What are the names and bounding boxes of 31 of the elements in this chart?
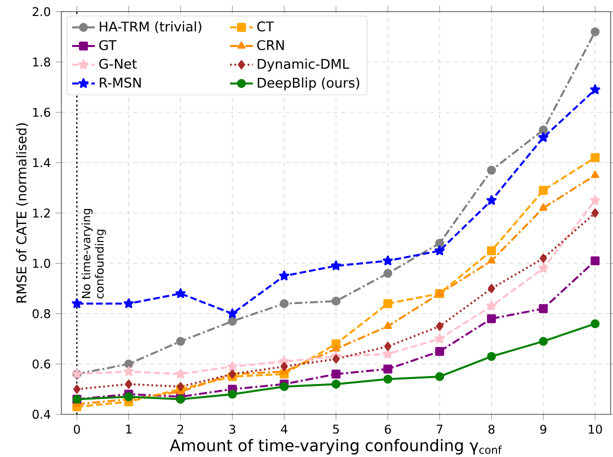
x-axis-title: Amount of time-varying confounding γ$_{conf}$ <box>170 438 502 454</box>
legend-label: G-Net <box>99 58 137 69</box>
y-tick-label: 1.8 <box>33 57 50 67</box>
x-tick-label: 0 <box>74 424 80 434</box>
x-tick-label: 4 <box>280 424 288 434</box>
y-axis-title: RMSE of CATE (normalised) <box>16 123 28 302</box>
legend-label: Dynamic-DML <box>258 58 350 72</box>
x-tick-label: 7 <box>436 424 442 434</box>
x-tick-label: 3 <box>229 424 236 434</box>
x-tick-label: 2 <box>178 424 184 434</box>
y-tick-label: 1.0 <box>33 258 50 268</box>
legend-label: CRN <box>257 40 284 50</box>
y-tick-label: 0.8 <box>32 309 50 318</box>
x-tick-label: 9 <box>540 424 546 434</box>
legend-label: CT <box>257 21 274 32</box>
ref-line-label: No time-varying confounding <box>82 208 106 298</box>
y-tick-label: 0.4 <box>32 410 50 419</box>
legend-label: GT <box>99 40 117 50</box>
y-tick-label: 1.6 <box>33 108 50 117</box>
legend-label: R-MSN <box>100 78 141 88</box>
legend-label: HA-TRM (trivial) <box>100 21 202 34</box>
x-tick-label: 6 <box>384 424 391 434</box>
y-tick-label: 1.2 <box>33 208 50 218</box>
x-tick-label: 8 <box>488 424 494 434</box>
x-tick-label: 10 <box>588 424 602 434</box>
legend-label: DeepBlip (ours) <box>258 77 360 90</box>
y-tick-label: 2.0 <box>32 7 50 16</box>
x-tick-label: 5 <box>333 424 339 434</box>
x-tick-label: 1 <box>126 424 132 434</box>
y-tick-label: 1.4 <box>33 158 50 168</box>
y-tick-label: 0.6 <box>32 359 50 369</box>
